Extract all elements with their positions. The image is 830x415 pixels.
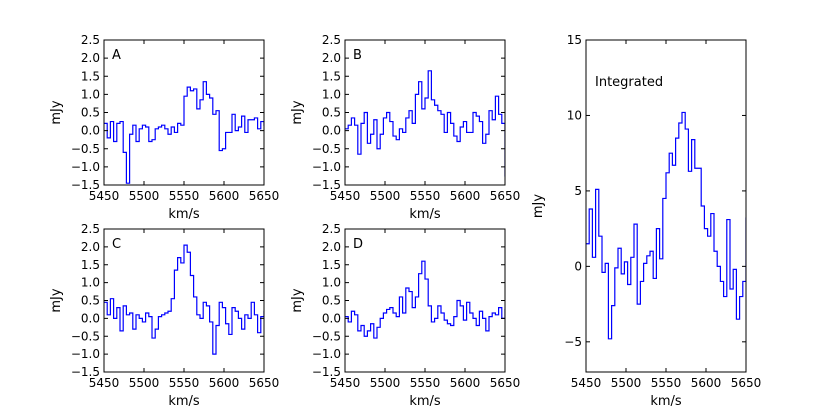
x-tick-label: 5500	[129, 376, 160, 390]
y-tick-label: 1.0	[81, 276, 100, 290]
panel-a: 5450 5500 5550 5600 5650 2.5 2.0 1.5 1.0 0.5 0.0 −0…	[49, 33, 280, 222]
x-tick-label: 5600	[450, 189, 481, 203]
panel-label-a: A	[112, 48, 121, 63]
panel-d: 5450 5500 5550 5600 5650 2.5 2.0 1.5 1.0 0.5 0.0 −0…	[290, 222, 521, 409]
y-tick-label: −1.0	[312, 160, 341, 174]
y-tick-label: 2.5	[322, 33, 341, 47]
x-tick-label: 5500	[370, 189, 401, 203]
y-tick-label: 0.0	[322, 311, 341, 325]
y-axis-label: mJy	[49, 100, 64, 124]
y-tick-label: 10	[567, 108, 582, 122]
x-tick-label: 5650	[249, 376, 280, 390]
x-axis-label: km/s	[168, 394, 200, 409]
x-tick-label: 5450	[330, 189, 361, 203]
x-tick-label: 5500	[611, 376, 642, 390]
x-axis-label: km/s	[409, 207, 441, 222]
panel-c: 5450 5500 5550 5600 5650 2.5 2.0 1.5 1.0 0.5 0.0 −0…	[49, 222, 280, 409]
series-line-a	[104, 81, 264, 184]
panel-integrated: 5450 5500 5550 5600 5650 15 10 5 0 −5 km/s mJy Integ…	[531, 33, 762, 409]
x-tick-label: 5650	[490, 376, 521, 390]
y-tick-label: 2.0	[322, 240, 341, 254]
x-tick-label: 5550	[410, 189, 441, 203]
y-tick-label: −0.5	[312, 329, 341, 343]
x-tick-label: 5450	[330, 376, 361, 390]
series-line-d	[345, 260, 505, 339]
y-tick-label: 2.0	[81, 240, 100, 254]
y-tick-label: 2.0	[81, 51, 100, 65]
x-tick-label: 5600	[209, 376, 240, 390]
y-axis-label: mJy	[290, 100, 305, 124]
x-tick-label: 5550	[169, 376, 200, 390]
x-tick-label: 5450	[571, 376, 602, 390]
y-tick-label: 1.0	[322, 87, 341, 101]
y-axis-label: mJy	[290, 288, 305, 312]
x-tick-label: 5550	[410, 376, 441, 390]
y-tick-label: −1.0	[312, 347, 341, 361]
y-tick-label: 2.5	[81, 33, 100, 47]
y-tick-label: 2.5	[81, 222, 100, 236]
series-line-integrated	[586, 111, 746, 340]
y-tick-label: 1.0	[81, 87, 100, 101]
y-tick-label: 0.0	[81, 311, 100, 325]
y-tick-label: 0.5	[81, 294, 100, 308]
x-tick-label: 5550	[169, 189, 200, 203]
y-tick-label: 15	[567, 33, 582, 47]
y-tick-label: −1.5	[71, 178, 100, 192]
y-tick-label: −1.5	[312, 178, 341, 192]
y-axis-label: mJy	[49, 288, 64, 312]
x-axis-label: km/s	[650, 394, 682, 409]
series-line-b	[345, 70, 505, 177]
y-tick-label: −0.5	[71, 142, 100, 156]
panel-label-d: D	[353, 237, 363, 252]
plots-layer: 5450 5500 5550 5600 5650 2.5 2.0 1.5 1.0 0.5 0.0 −0…	[49, 33, 762, 409]
y-tick-label: 1.5	[81, 258, 100, 272]
y-tick-label: 5	[574, 184, 582, 198]
x-tick-label: 5650	[731, 376, 762, 390]
x-tick-label: 5500	[129, 189, 160, 203]
x-tick-label: 5650	[490, 189, 521, 203]
y-tick-label: 0	[574, 259, 582, 273]
y-tick-label: 1.5	[81, 69, 100, 83]
x-tick-label: 5600	[691, 376, 722, 390]
y-axis-label: mJy	[531, 194, 546, 218]
y-tick-label: −1.5	[312, 365, 341, 379]
x-tick-label: 5550	[651, 376, 682, 390]
x-axis-label: km/s	[168, 207, 200, 222]
panel-label-integrated: Integrated	[595, 75, 663, 90]
x-tick-label: 5600	[450, 376, 481, 390]
y-tick-label: 1.5	[322, 258, 341, 272]
y-tick-label: −0.5	[71, 329, 100, 343]
y-tick-label: 0.5	[322, 106, 341, 120]
y-tick-label: −5	[564, 335, 582, 349]
y-tick-label: −1.5	[71, 365, 100, 379]
x-tick-label: 5600	[209, 189, 240, 203]
y-tick-label: 2.5	[322, 222, 341, 236]
y-tick-label: 2.0	[322, 51, 341, 65]
y-tick-label: 0.5	[322, 294, 341, 308]
x-tick-label: 5450	[89, 376, 120, 390]
x-tick-label: 5450	[89, 189, 120, 203]
y-tick-label: −1.0	[71, 347, 100, 361]
y-tick-label: 0.0	[81, 124, 100, 138]
panel-b: 5450 5500 5550 5600 5650 2.5 2.0 1.5 1.0 0.5 0.0 −0…	[290, 33, 521, 222]
y-tick-label: 0.0	[322, 124, 341, 138]
x-tick-label: 5650	[249, 189, 280, 203]
series-line-c	[104, 244, 264, 355]
y-tick-label: 0.5	[81, 106, 100, 120]
x-tick-label: 5500	[370, 376, 401, 390]
y-tick-label: 1.0	[322, 276, 341, 290]
y-tick-label: 1.5	[322, 69, 341, 83]
y-tick-label: −1.0	[71, 160, 100, 174]
panel-label-b: B	[353, 48, 362, 63]
panel-label-c: C	[112, 237, 121, 252]
y-tick-label: −0.5	[312, 142, 341, 156]
x-axis-label: km/s	[409, 394, 441, 409]
